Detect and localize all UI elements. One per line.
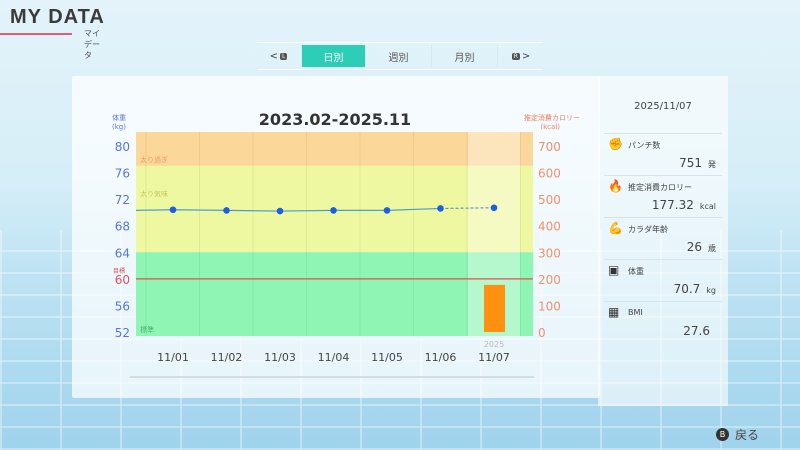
x-tick: 11/03 — [264, 351, 296, 364]
next-tab-button[interactable]: R > — [498, 45, 542, 67]
weight-point — [490, 204, 498, 212]
stat-label: 体重 — [628, 267, 644, 276]
chart-scrollbar[interactable] — [130, 376, 534, 378]
stat-label: 推定消費カロリー — [628, 183, 692, 192]
right-tick: 200 — [538, 273, 561, 287]
left-axis-label: 体重 — [112, 113, 126, 122]
tab-daily[interactable]: 日別 — [302, 45, 366, 67]
stat-label: パンチ数 — [628, 141, 661, 150]
calculator-icon: ▦ — [608, 305, 620, 319]
chart-title: 2023.02-2025.11 — [258, 110, 412, 129]
weight-point — [223, 207, 230, 214]
stat-1: 🔥 推定消費カロリー 177.32 kcal — [604, 175, 722, 215]
stat-label: カラダ年齢 — [628, 225, 668, 234]
x-tick: 11/04 — [318, 351, 350, 364]
tab-weekly[interactable]: 週別 — [366, 45, 432, 67]
detail-panel: 2025/11/07 ✊ パンチ数 751 発 🔥 推定消費カロリー 177.32 kcal 💪… — [598, 76, 728, 406]
x-tick: 11/07 — [478, 351, 510, 364]
left-tick: 56 — [115, 299, 130, 313]
stat-2: 💪 カラダ年齢 26 歳 — [604, 217, 722, 257]
period-tabs: < L 日別 週別 月別 R > — [258, 42, 542, 70]
stat-0: ✊ パンチ数 751 発 — [604, 133, 722, 173]
band-2 — [136, 252, 533, 336]
weight-point — [169, 206, 177, 214]
header-underline — [0, 33, 72, 35]
b-button-icon: B — [716, 428, 729, 441]
flame-icon: 🔥 — [608, 179, 623, 193]
x-tick: 11/06 — [425, 351, 457, 364]
back-button[interactable]: B 戻る — [716, 426, 759, 443]
right-tick: 300 — [538, 246, 561, 260]
chevron-right-icon: > — [521, 50, 531, 62]
prev-tab-button[interactable]: < L — [258, 45, 302, 67]
stat-value: 751 発 — [679, 156, 716, 170]
right-tick: 500 — [538, 193, 561, 207]
right-tick: 700 — [538, 140, 561, 154]
right-axis-label: 推定消費カロリー — [524, 113, 580, 122]
x-tick: 11/01 — [157, 351, 189, 364]
stat-3: ▣ 体重 70.7 kg — [604, 259, 722, 299]
band-label: 太り過ぎ — [140, 155, 168, 164]
left-axis-unit: (kg) — [112, 123, 126, 131]
band-label: 標準 — [140, 325, 154, 334]
weight-point — [437, 205, 444, 212]
right-tick: 100 — [538, 299, 561, 313]
right-tick: 600 — [538, 167, 561, 181]
right-tick: 0 — [538, 326, 546, 340]
band-label: 太り気味 — [140, 189, 168, 198]
stat-value: 70.7 kg — [673, 282, 716, 296]
stat-value: 177.32 kcal — [651, 198, 716, 212]
calorie-bar — [484, 284, 505, 332]
target-label: 目標 — [113, 267, 125, 275]
left-tick: 80 — [115, 140, 130, 154]
left-tick: 60 — [115, 273, 130, 287]
left-tick: 64 — [115, 246, 130, 260]
left-tick: 52 — [115, 326, 130, 340]
stat-label: BMI — [628, 308, 643, 317]
weight-point — [276, 207, 284, 215]
right-axis-unit: (kcal) — [540, 123, 560, 131]
weight-line-dashed — [440, 207, 495, 209]
band-0 — [136, 132, 533, 166]
year-label: 2025 — [484, 340, 504, 349]
body-icon: 💪 — [608, 221, 623, 235]
x-tick: 11/02 — [211, 351, 243, 364]
stat-value: 26 歳 — [686, 240, 716, 254]
scale-icon: ▣ — [608, 263, 620, 277]
weight-point — [383, 207, 391, 214]
page-title: MY DATA — [10, 6, 105, 28]
left-tick: 72 — [115, 193, 130, 207]
right-tick: 400 — [538, 220, 561, 234]
stat-4: ▦ BMI 27.6 — [604, 301, 722, 341]
x-tick: 11/05 — [371, 351, 403, 364]
page-header: MY DATA マイデータ — [0, 6, 105, 60]
stat-value: 27.6 — [683, 324, 710, 338]
chevron-left-icon: < — [269, 50, 279, 62]
tab-monthly[interactable]: 月別 — [432, 45, 498, 67]
left-tick: 68 — [115, 220, 130, 234]
page-subtitle: マイデータ — [84, 29, 100, 60]
detail-date: 2025/11/07 — [634, 101, 692, 112]
left-tick: 76 — [115, 167, 130, 181]
weight-point — [330, 207, 337, 214]
l-key-icon: L — [280, 52, 288, 60]
r-key-icon: R — [511, 52, 520, 60]
glove-icon: ✊ — [608, 137, 623, 151]
back-label: 戻る — [735, 428, 760, 442]
